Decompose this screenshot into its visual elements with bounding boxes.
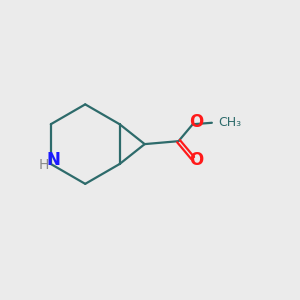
Text: N: N [46,152,60,169]
Text: O: O [189,152,203,169]
Text: CH₃: CH₃ [218,116,242,129]
Text: O: O [189,113,203,131]
Text: H: H [38,158,49,172]
